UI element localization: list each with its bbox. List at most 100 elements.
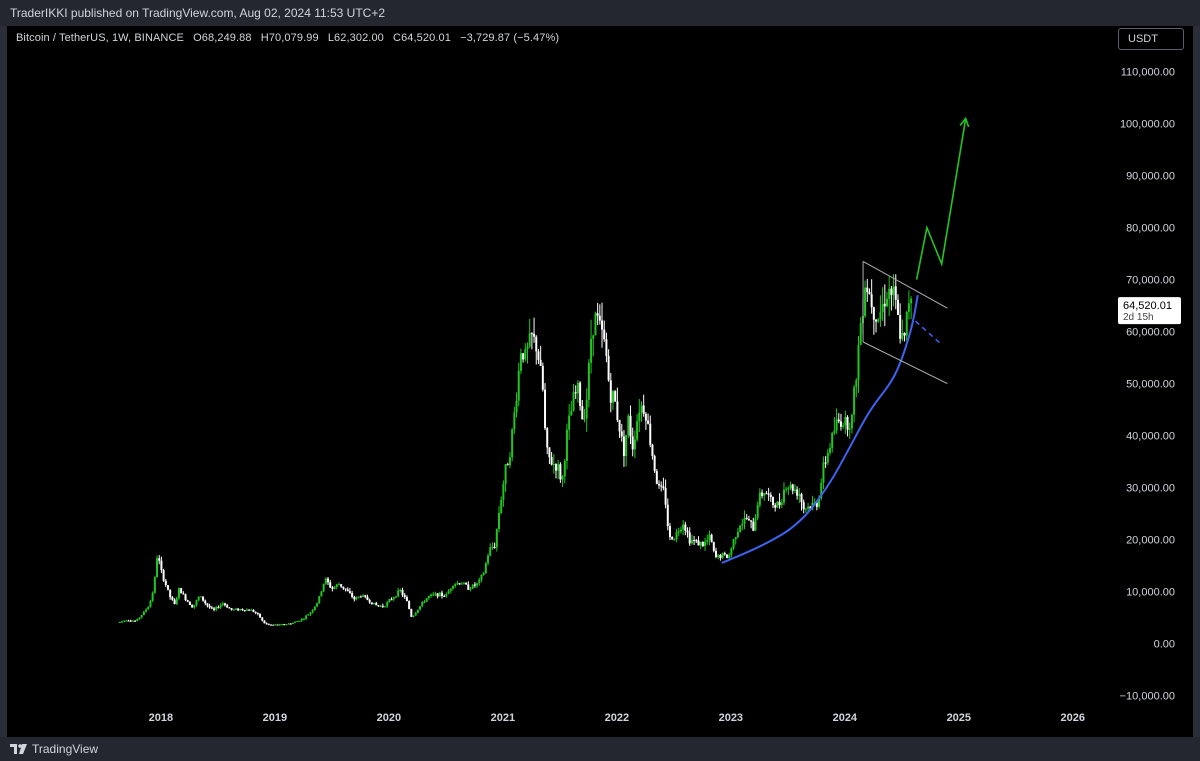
candle-body — [259, 613, 262, 618]
candle-body — [254, 611, 257, 614]
candle-body — [647, 420, 650, 424]
candle-body — [412, 615, 415, 617]
candle-body — [537, 351, 540, 360]
candle-body — [256, 613, 259, 615]
candle-body — [833, 430, 836, 433]
candle-body — [561, 476, 564, 480]
candle-body — [263, 620, 266, 624]
candle-body — [903, 332, 906, 336]
candle-body — [294, 621, 297, 623]
candle-body — [554, 464, 557, 471]
candle-body — [829, 447, 832, 453]
candle-body — [818, 498, 821, 507]
candle-body — [329, 582, 332, 588]
candle-body — [386, 602, 389, 607]
candle-body — [274, 624, 277, 626]
candle-body — [449, 588, 452, 591]
x-tick-label: 2024 — [833, 712, 858, 724]
candle-body — [451, 585, 454, 589]
candle-body — [618, 419, 621, 432]
candle-body — [671, 536, 674, 540]
candle-body — [673, 539, 676, 541]
candle-body — [675, 532, 678, 540]
candle-body — [153, 577, 156, 593]
candle-body — [747, 518, 750, 521]
candle-body — [434, 593, 437, 595]
candles-layer — [118, 273, 913, 626]
candle-body — [423, 601, 426, 603]
candle-body — [327, 578, 330, 583]
candle-body — [287, 623, 290, 625]
price-axis: 110,000.00 100,000.00 90,000.00 80,000.00 70… — [1120, 67, 1175, 703]
candle-body — [872, 307, 875, 320]
candle-body — [489, 547, 492, 556]
chart-area[interactable]: 110,000.00 100,000.00 90,000.00 80,000.00 70… — [7, 26, 1193, 737]
candle-body — [581, 406, 584, 420]
channel-upper-line — [862, 260, 948, 309]
candle-body — [379, 605, 382, 607]
candle-body — [835, 419, 838, 431]
candle-body — [684, 524, 687, 531]
candle-body — [478, 579, 481, 584]
candle-body — [313, 606, 316, 611]
candle-body — [436, 593, 439, 597]
candle-body — [427, 595, 430, 599]
candle-body — [519, 353, 522, 371]
candle-body — [627, 415, 630, 436]
candle-body — [636, 421, 639, 440]
candle-body — [502, 484, 505, 500]
candle-body — [129, 620, 132, 622]
candle-body — [495, 529, 498, 548]
candle-body — [357, 596, 360, 598]
candle-body — [839, 421, 842, 427]
candle-body — [511, 429, 514, 458]
candle-body — [517, 370, 520, 401]
candle-body — [585, 399, 588, 419]
candle-body — [736, 532, 739, 538]
currency-button[interactable]: USDT — [1118, 28, 1184, 50]
price-chart[interactable]: 110,000.00 100,000.00 90,000.00 80,000.00 70… — [7, 26, 1193, 737]
candle-body — [848, 428, 851, 430]
candle-body — [563, 461, 566, 477]
candle-body — [594, 313, 597, 336]
candle-body — [149, 600, 152, 607]
candle-body — [769, 494, 772, 498]
candle-body — [500, 499, 503, 513]
tradingview-logo[interactable]: TradingView — [10, 742, 98, 756]
candle-body — [302, 618, 305, 620]
candle-body — [351, 592, 354, 597]
candle-body — [651, 444, 654, 457]
candle-body — [134, 620, 137, 622]
y-tick-label: −10,000.00 — [1120, 691, 1175, 703]
candle-body — [476, 583, 479, 586]
candle-body — [535, 336, 538, 352]
candle-body — [761, 492, 764, 496]
candle-body — [390, 599, 393, 601]
symbol-name[interactable]: Bitcoin / TetherUS, 1W, BINANCE — [16, 32, 184, 44]
candle-body — [375, 602, 378, 606]
candle-body — [465, 582, 468, 585]
candle-body — [285, 624, 288, 626]
candle-body — [206, 603, 209, 606]
candle-body — [745, 517, 748, 519]
candle-body — [368, 599, 371, 603]
candle-body — [809, 506, 812, 509]
y-tick-label: 40,000.00 — [1126, 431, 1175, 443]
curve-dashed-extension — [915, 320, 943, 346]
candle-body — [333, 586, 336, 589]
candle-body — [756, 505, 759, 519]
candle-body — [443, 595, 446, 597]
candle-body — [572, 392, 575, 411]
candle-body — [373, 602, 376, 605]
candle-body — [739, 525, 742, 533]
candle-body — [704, 541, 707, 547]
candle-body — [213, 608, 216, 610]
candle-body — [219, 604, 222, 608]
y-tick-label: 90,000.00 — [1126, 171, 1175, 183]
candle-body — [633, 439, 636, 450]
candle-body — [631, 436, 634, 450]
candle-body — [366, 596, 369, 600]
candle-body — [752, 521, 755, 531]
close-value: C64,520.01 — [393, 32, 451, 44]
change-value: −3,729.87 (−5.47%) — [460, 32, 560, 44]
